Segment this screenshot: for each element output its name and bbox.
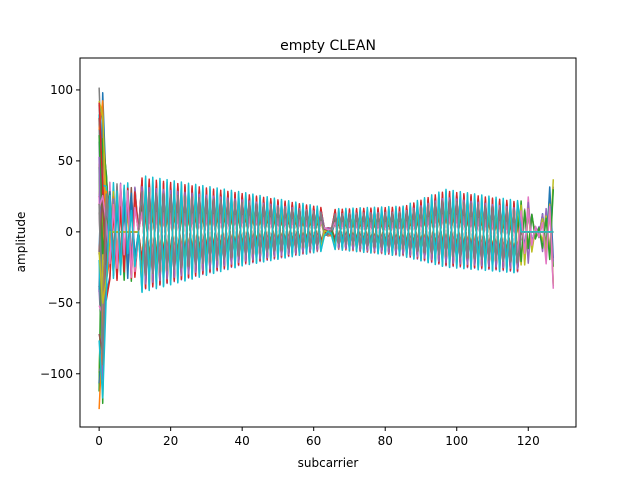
y-tick-label: 100 [50, 83, 73, 97]
x-tick-label: 20 [163, 434, 178, 448]
series-line [98, 175, 554, 399]
series-layer [98, 87, 555, 410]
x-axis-label: subcarrier [298, 456, 359, 470]
x-tick-label: 40 [235, 434, 250, 448]
x-tick-label: 120 [517, 434, 540, 448]
y-tick-label: −100 [40, 367, 73, 381]
y-axis: −100 −50 0 50 100 [40, 83, 80, 381]
y-tick-label: −50 [48, 296, 73, 310]
x-tick-label: 80 [378, 434, 393, 448]
chart-title: empty CLEAN [280, 38, 376, 54]
series-line [98, 87, 554, 268]
y-tick-label: 50 [58, 154, 73, 168]
series-line [98, 191, 554, 366]
x-axis: 0 20 40 60 80 100 120 [95, 427, 540, 448]
y-axis-label: amplitude [14, 212, 28, 273]
plot-frame [79, 57, 577, 428]
x-tick-label: 0 [95, 434, 103, 448]
y-tick-label: 0 [65, 225, 73, 239]
x-tick-label: 60 [306, 434, 321, 448]
x-tick-label: 100 [445, 434, 468, 448]
